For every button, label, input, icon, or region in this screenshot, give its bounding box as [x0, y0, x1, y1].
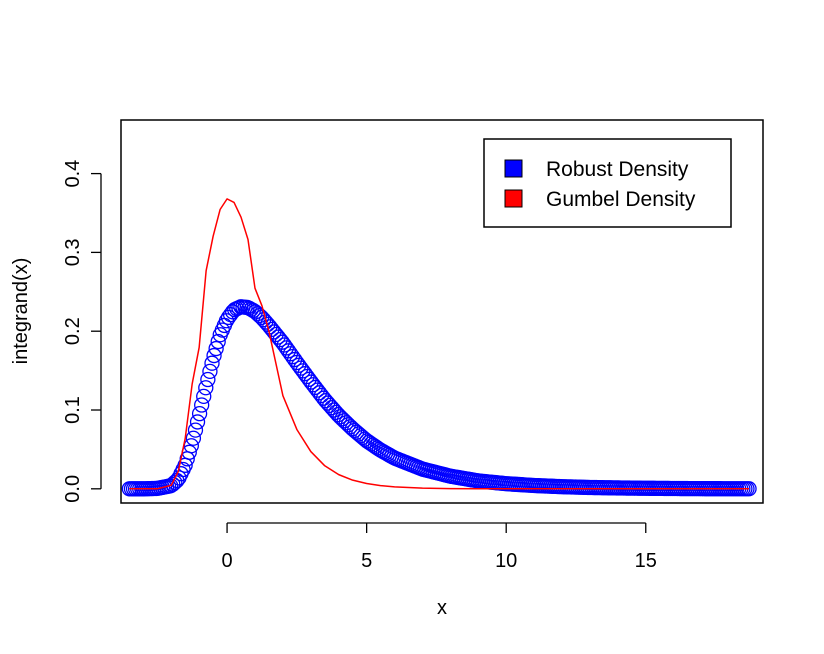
x-tick-label: 5: [361, 550, 372, 572]
robust-density-point: [189, 414, 206, 430]
robust-density-point: [196, 388, 212, 405]
legend-box: [483, 138, 732, 228]
robust-density-point: [206, 347, 222, 364]
robust-density-point: [301, 371, 317, 387]
robust-density-point: [309, 382, 325, 398]
robust-density-point: [311, 385, 328, 401]
robust-density-point: [297, 366, 313, 382]
robust-density-point: [247, 304, 264, 320]
robust-density-point: [307, 379, 323, 396]
robust-density-point: [330, 407, 346, 423]
robust-density-point: [295, 363, 311, 379]
robust-density-point: [270, 329, 286, 345]
legend-swatch-robust: [504, 159, 523, 178]
robust-density-point: [291, 357, 307, 373]
plot-frame: [120, 119, 764, 504]
robust-density-point: [334, 411, 350, 427]
y-tick-label: 0.0: [62, 475, 84, 503]
series-robust-density: [121, 299, 757, 497]
robust-density-point: [185, 430, 202, 446]
x-axis-label: x: [437, 597, 447, 619]
robust-density-point: [305, 377, 321, 393]
series-gumbel-density: [129, 198, 750, 490]
robust-density-point: [208, 340, 224, 357]
x-tick-label: 15: [635, 550, 657, 572]
robust-density-point: [332, 409, 348, 425]
x-axis: 0 5 10 15: [222, 522, 657, 572]
robust-density-point: [210, 333, 226, 350]
robust-density-point: [303, 374, 319, 390]
x-tick-label: 0: [222, 550, 233, 572]
y-tick-label: 0.2: [62, 317, 84, 345]
robust-density-point: [272, 331, 288, 348]
y-tick-label: 0.1: [62, 396, 84, 424]
robust-density-point: [266, 324, 282, 340]
robust-density-point: [200, 371, 216, 388]
robust-density-point: [198, 380, 214, 396]
robust-density-point: [289, 354, 305, 371]
y-axis: 0.0 0.1 0.2 0.3 0.4: [62, 160, 102, 503]
robust-density-point: [336, 413, 352, 429]
x-tick-label: 10: [495, 550, 517, 572]
robust-density-point: [220, 309, 237, 326]
robust-density-point: [338, 415, 354, 431]
robust-density-point: [194, 397, 210, 413]
robust-density-point: [202, 363, 218, 380]
legend-label-robust: Robust Density: [546, 158, 689, 181]
y-tick-label: 0.3: [62, 238, 84, 266]
plot-area: [121, 198, 757, 497]
robust-density-point: [293, 360, 309, 376]
y-tick-label: 0.4: [62, 160, 84, 188]
legend-swatch-gumbel: [504, 189, 523, 208]
robust-density-point: [264, 321, 280, 338]
robust-density-point: [191, 406, 208, 422]
robust-density-point: [187, 422, 204, 438]
legend-label-gumbel: Gumbel Density: [546, 188, 696, 211]
y-axis-label: integrand(x): [10, 258, 32, 365]
robust-density-point: [204, 355, 220, 371]
legend: Robust Density Gumbel Density: [483, 138, 732, 228]
robust-density-point: [299, 368, 315, 385]
